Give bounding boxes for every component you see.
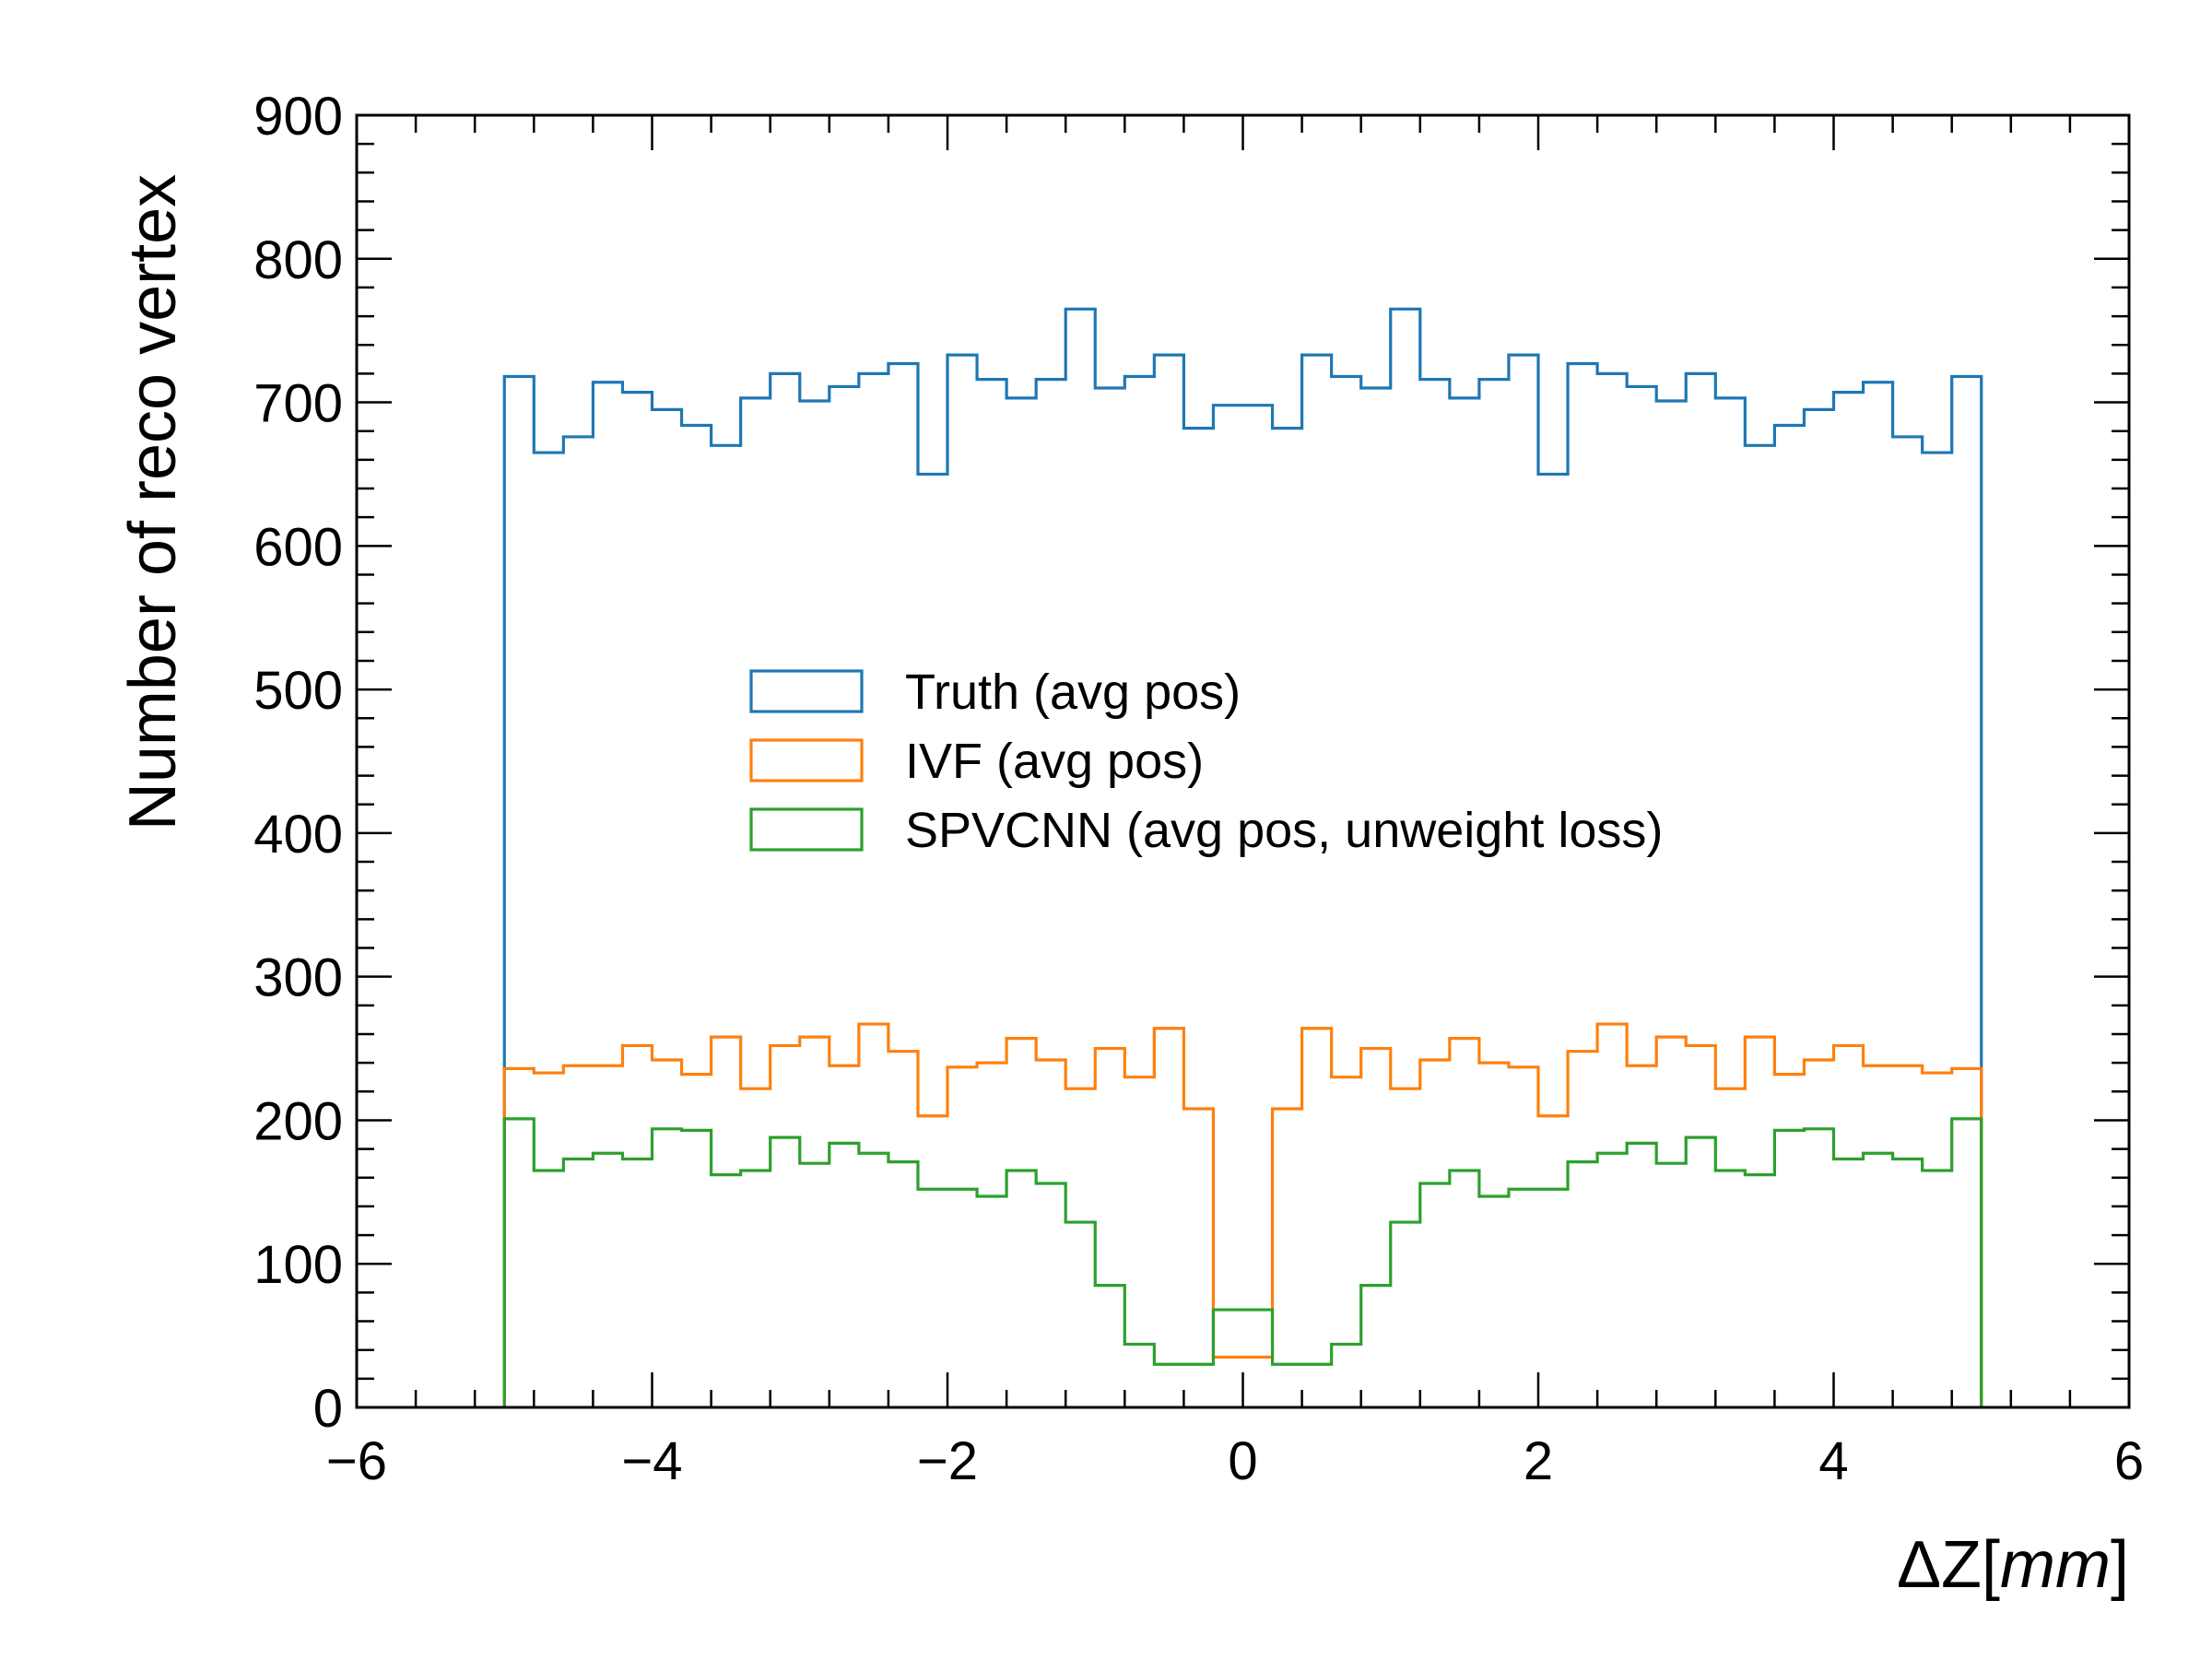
- y-tick-label: 200: [253, 1091, 343, 1151]
- y-tick-label: 300: [253, 948, 343, 1008]
- legend: Truth (avg pos) IVF (avg pos) SPVCNN (avg …: [749, 665, 1663, 858]
- y-tick-label: 500: [253, 661, 343, 721]
- y-tick-labels: 0 100 200 300 400 500 600 700 800 900: [253, 87, 343, 1439]
- legend-swatch: [749, 738, 864, 782]
- x-axis-label-unit: mm: [2000, 1528, 2111, 1602]
- y-tick-label: 800: [253, 230, 343, 290]
- y-tick-label: 700: [253, 374, 343, 434]
- legend-label: SPVCNN (avg pos, unweight loss): [905, 803, 1663, 858]
- y-tick-label: 900: [253, 87, 343, 147]
- x-axis-label-symbol: ΔZ: [1897, 1528, 1982, 1602]
- series-0-step-line: [502, 307, 1983, 1407]
- x-tick-label: 2: [1524, 1431, 1553, 1491]
- series-layer: [502, 307, 1983, 1407]
- x-axis-label-close-bracket: ]: [2111, 1528, 2129, 1602]
- y-tick-label: 600: [253, 517, 343, 577]
- x-tick-label: −4: [621, 1431, 682, 1491]
- x-tick-label: 0: [1228, 1431, 1257, 1491]
- legend-label: IVF (avg pos): [905, 734, 1204, 789]
- y-axis-label: Number of reco vertex: [116, 174, 190, 830]
- x-axis-label-open-bracket: [: [1982, 1528, 2000, 1602]
- x-tick-label: 4: [1818, 1431, 1848, 1491]
- series-2-step-line: [502, 1117, 1983, 1407]
- x-tick-label: −2: [917, 1431, 978, 1491]
- x-tick-label: −6: [326, 1431, 387, 1491]
- y-tick-label: 100: [253, 1235, 343, 1295]
- legend-label: Truth (avg pos): [905, 665, 1241, 720]
- y-tick-label: 0: [313, 1379, 343, 1439]
- y-tick-label: 400: [253, 805, 343, 865]
- ticks-layer: [355, 113, 2131, 1409]
- x-axis-label: ΔZ[mm]: [1897, 1528, 2129, 1602]
- x-tick-label: 6: [2114, 1431, 2144, 1491]
- x-tick-labels: −6 −4 −2 0 2 4 6: [326, 1431, 2144, 1491]
- legend-swatch: [749, 669, 864, 713]
- legend-swatch: [749, 807, 864, 852]
- plot-frame: [355, 113, 2131, 1409]
- series-1-step-line: [502, 1022, 1983, 1407]
